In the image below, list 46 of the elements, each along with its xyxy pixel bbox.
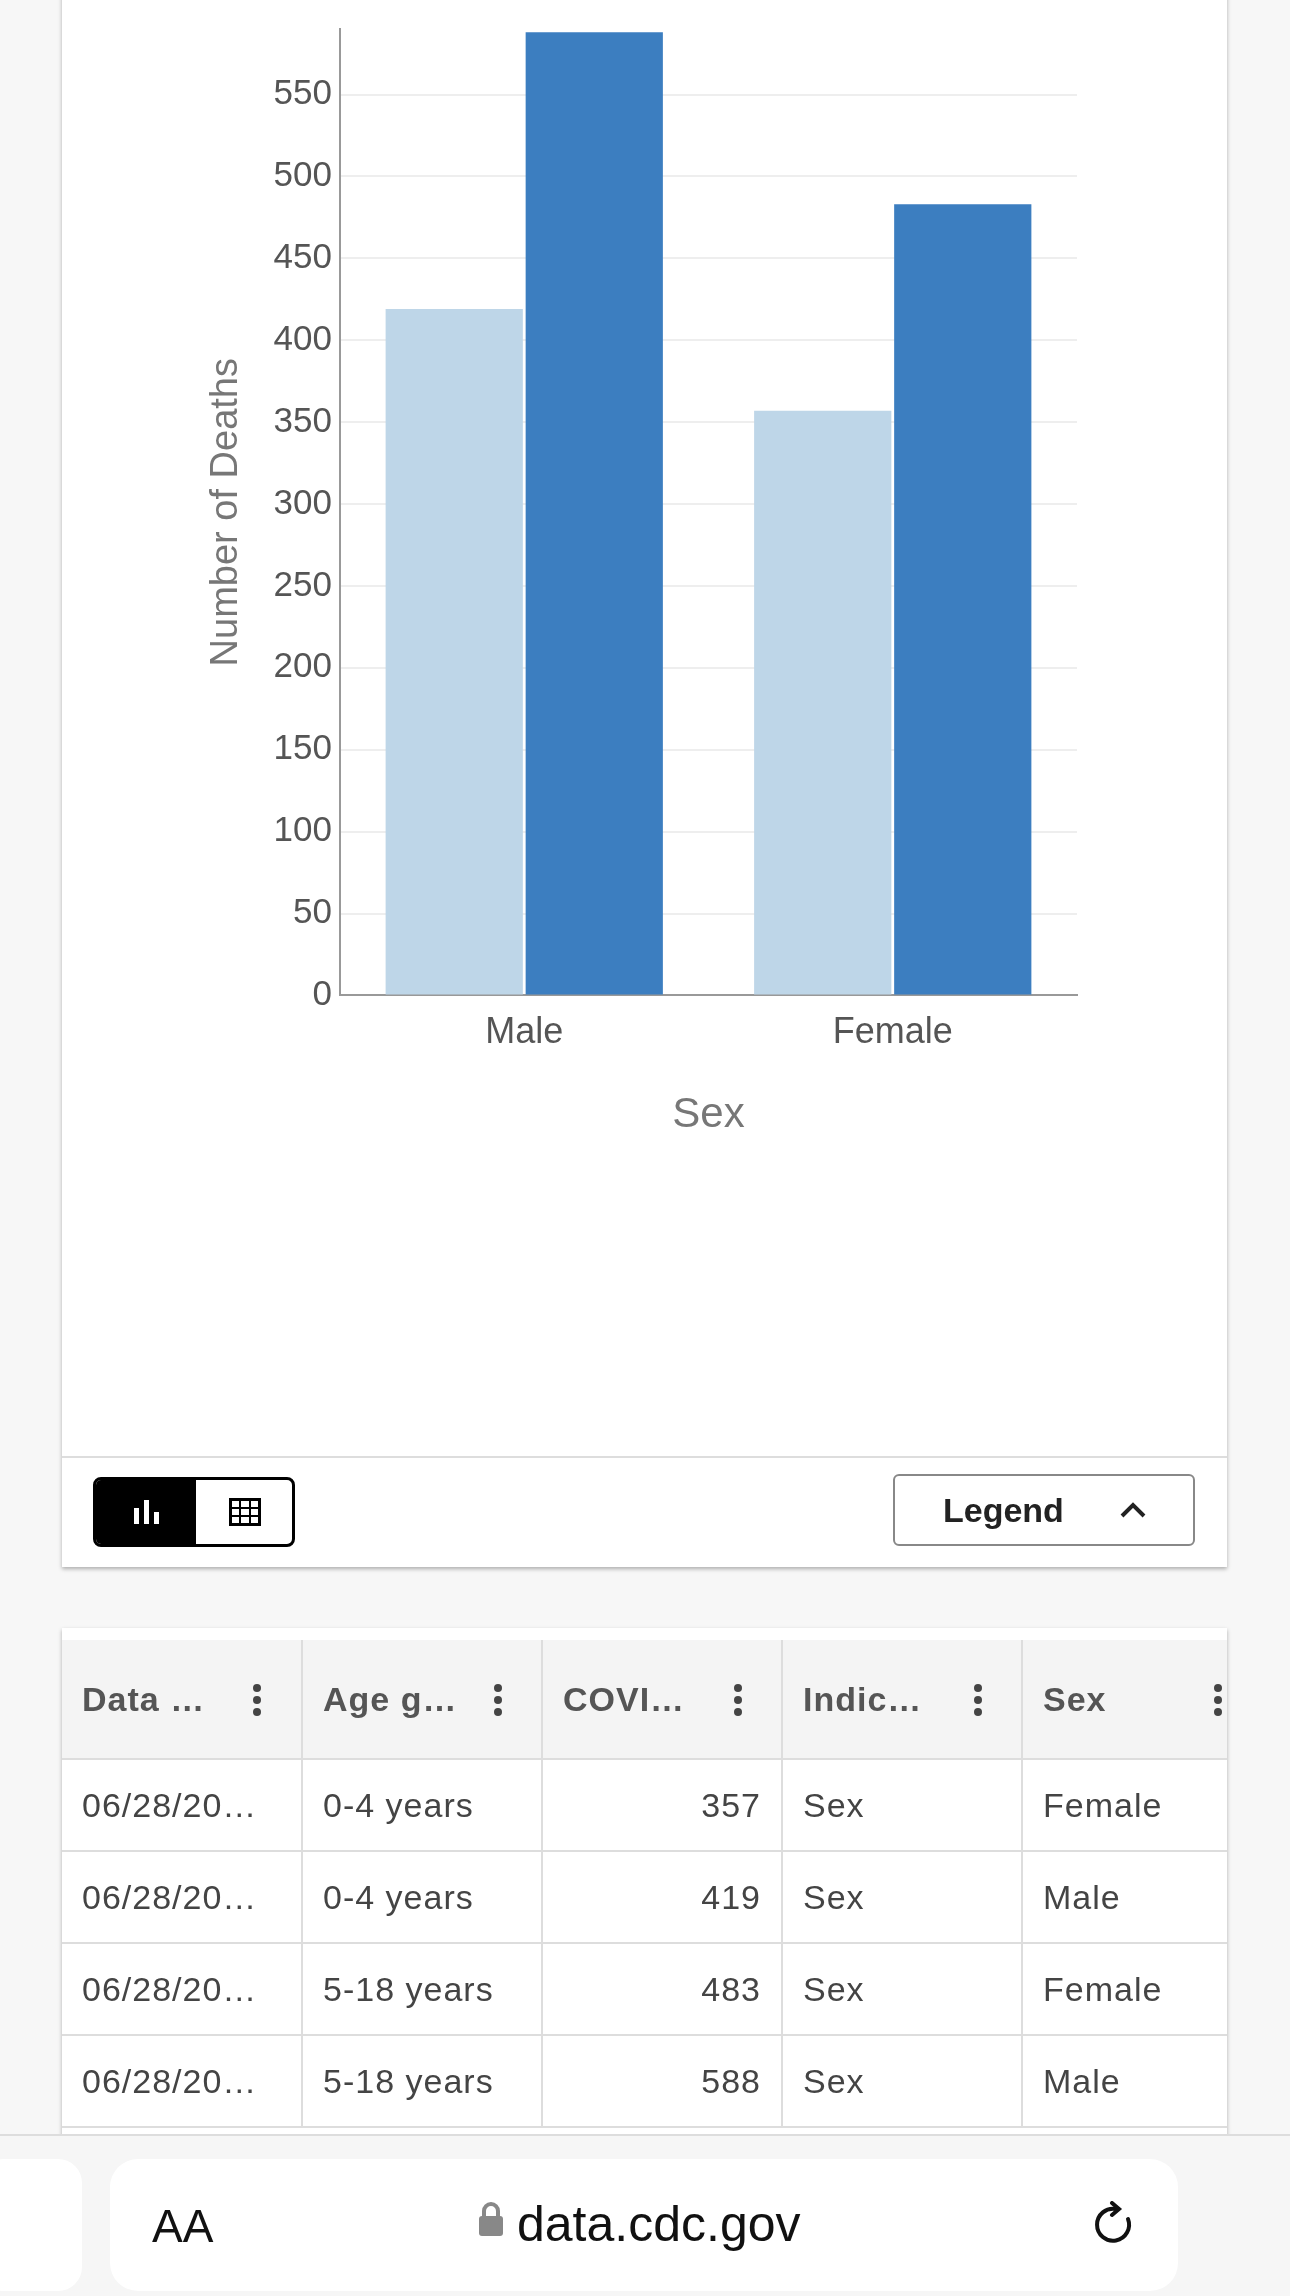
text: 357 <box>543 1760 783 1852</box>
text: data.cdc.gov <box>517 2195 801 2253</box>
text: 06/28/20… <box>62 1760 303 1852</box>
y-tick-label: 100 <box>273 809 332 849</box>
text: Sex <box>1042 1678 1108 1720</box>
bar <box>754 410 892 995</box>
text: 06/28/20… <box>62 1852 303 1944</box>
bar <box>525 32 663 995</box>
text: COVI… <box>543 1640 783 1760</box>
y-tick-label: 400 <box>273 317 332 357</box>
text: AA <box>152 2199 214 2253</box>
text: Sex <box>783 2036 1023 2128</box>
y-tick-label: 0 <box>312 973 332 1013</box>
text: Female <box>1042 1968 1164 2010</box>
x-axis-title: Sex <box>672 1089 745 1137</box>
text: 5-18 years <box>303 2036 543 2128</box>
y-tick-label: 50 <box>293 891 332 931</box>
text: 419 <box>543 1852 783 1944</box>
text: Sex <box>783 1944 1023 2036</box>
bar <box>894 204 1032 995</box>
text: 06/28/20… <box>62 1944 303 2036</box>
text: 5-18 years <box>303 1944 543 2036</box>
y-tick-label: 350 <box>273 399 332 439</box>
text: Sex <box>783 1760 1023 1852</box>
text: Male <box>1042 2060 1122 2102</box>
y-tick-label: 550 <box>273 72 332 112</box>
text: Sex <box>783 1852 1023 1944</box>
y-axis-title: Number of Deaths <box>203 358 246 667</box>
text: Legend <box>893 1474 1195 1546</box>
text: Male <box>1042 1876 1122 1918</box>
bar <box>385 309 523 995</box>
y-tick-label: 300 <box>273 481 332 521</box>
text: 483 <box>543 1944 783 2036</box>
y-tick-label: 500 <box>273 154 332 194</box>
text: Indic… <box>783 1640 1023 1760</box>
y-tick-label: 250 <box>273 563 332 603</box>
y-tick-label: 450 <box>273 235 332 275</box>
text: 588 <box>543 2036 783 2128</box>
text: 0-4 years <box>303 1760 543 1852</box>
y-tick-label: 150 <box>273 727 332 767</box>
text: Age g… <box>303 1640 543 1760</box>
text: 06/28/20… <box>62 2036 303 2128</box>
text: Data … <box>62 1640 303 1760</box>
y-tick-label: 200 <box>273 645 332 685</box>
text: 0-4 years <box>303 1852 543 1944</box>
text: Female <box>1042 1784 1164 1826</box>
